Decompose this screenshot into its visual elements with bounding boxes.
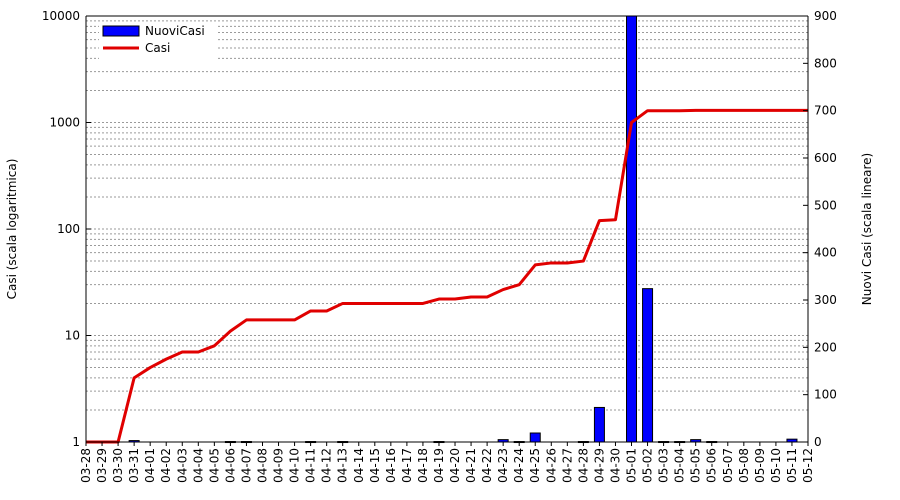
x-tick-label: 04-24 (512, 448, 526, 483)
bar-nuovicasi (529, 432, 541, 443)
legend-swatch-nuovicasi (102, 25, 140, 37)
line-series-casi (86, 108, 808, 444)
x-tick-label: 04-30 (608, 448, 622, 483)
y2-tick-label: 200 (814, 340, 837, 354)
y2-tick-label: 800 (814, 56, 837, 70)
x-tick-label: 04-01 (143, 448, 157, 483)
x-tick-label: 04-19 (432, 448, 446, 483)
y-tick-label: 1000 (49, 116, 80, 130)
x-tick-label: 04-12 (320, 448, 334, 483)
x-tick-label: 05-06 (705, 448, 719, 483)
y2-tick-label: 700 (814, 104, 837, 118)
x-tick-label: 05-08 (737, 448, 751, 483)
right-axis-ticks: 0 100 200 300 400 500 600 700 800 900 (803, 9, 837, 449)
y2-tick-label: 100 (814, 388, 837, 402)
x-tick-label: 04-14 (352, 448, 366, 483)
y2-tick-label: 900 (814, 9, 837, 23)
x-tick-label: 04-02 (159, 448, 173, 483)
legend-label-nuovicasi: NuoviCasi (145, 24, 205, 38)
y-tick-label: 100 (57, 222, 80, 236)
x-tick-label: 04-13 (336, 448, 350, 483)
line-casi (86, 108, 808, 444)
y-tick-label: 10000 (42, 9, 80, 23)
x-tick-label: 04-26 (544, 448, 558, 483)
x-tick-label: 05-10 (769, 448, 783, 483)
y2-axis-title: Nuovi Casi (scala lineare) (860, 153, 874, 305)
y2-tick-label: 600 (814, 151, 837, 165)
x-tick-label: 04-28 (576, 448, 590, 483)
x-axis-ticks: 03-28 03-29 03-30 03-31 04-01 04-02 04-03 04-04… (79, 442, 815, 483)
x-tick-label: 04-03 (175, 448, 189, 483)
x-tick-label: 05-01 (625, 448, 639, 483)
y2-tick-label: 0 (814, 435, 822, 449)
bar-nuovicasi (642, 288, 654, 443)
x-tick-label: 03-30 (111, 448, 125, 483)
y-axis-title: Casi (scala logaritmica) (5, 159, 19, 300)
x-tick-label: 05-07 (721, 448, 735, 483)
x-tick-label: 05-02 (641, 448, 655, 483)
y2-tick-label: 300 (814, 293, 837, 307)
x-tick-label: 04-04 (191, 448, 205, 483)
x-tick-label: 05-12 (801, 448, 815, 483)
bar-nuovicasi (626, 15, 638, 443)
x-tick-label: 03-29 (95, 448, 109, 483)
x-tick-label: 04-15 (368, 448, 382, 483)
x-tick-label: 04-22 (480, 448, 494, 483)
x-tick-label: 04-08 (255, 448, 269, 483)
y2-tick-label: 400 (814, 246, 837, 260)
left-axis-ticks: 1 10 100 1000 10000 (42, 9, 91, 449)
x-tick-label: 04-18 (416, 448, 430, 483)
x-tick-label: 05-11 (785, 448, 799, 483)
x-tick-label: 04-09 (272, 448, 286, 483)
bar-nuovicasi (593, 406, 605, 443)
x-tick-label: 05-04 (673, 448, 687, 483)
x-tick-label: 04-20 (448, 448, 462, 483)
x-tick-label: 03-28 (79, 448, 93, 483)
x-tick-label: 03-31 (127, 448, 141, 483)
y2-tick-label: 500 (814, 198, 837, 212)
x-tick-label: 05-05 (689, 448, 703, 483)
x-tick-label: 05-09 (753, 448, 767, 483)
x-tick-label: 04-06 (223, 448, 237, 483)
y-tick-label: 10 (65, 329, 80, 343)
x-tick-label: 04-27 (560, 448, 574, 483)
legend-label-casi: Casi (145, 41, 170, 55)
y-tick-label: 1 (72, 435, 80, 449)
x-tick-label: 04-11 (304, 448, 318, 483)
x-tick-label: 04-23 (496, 448, 510, 483)
x-tick-label: 04-05 (207, 448, 221, 483)
x-tick-label: 05-03 (657, 448, 671, 483)
x-tick-label: 04-21 (464, 448, 478, 483)
x-tick-label: 04-29 (592, 448, 606, 483)
x-tick-label: 04-07 (239, 448, 253, 483)
x-tick-label: 04-16 (384, 448, 398, 483)
x-tick-label: 04-25 (528, 448, 542, 483)
x-tick-label: 04-10 (288, 448, 302, 483)
legend: NuoviCasi Casi (99, 22, 217, 59)
grid-lines (86, 20, 808, 411)
x-tick-label: 04-17 (400, 448, 414, 483)
